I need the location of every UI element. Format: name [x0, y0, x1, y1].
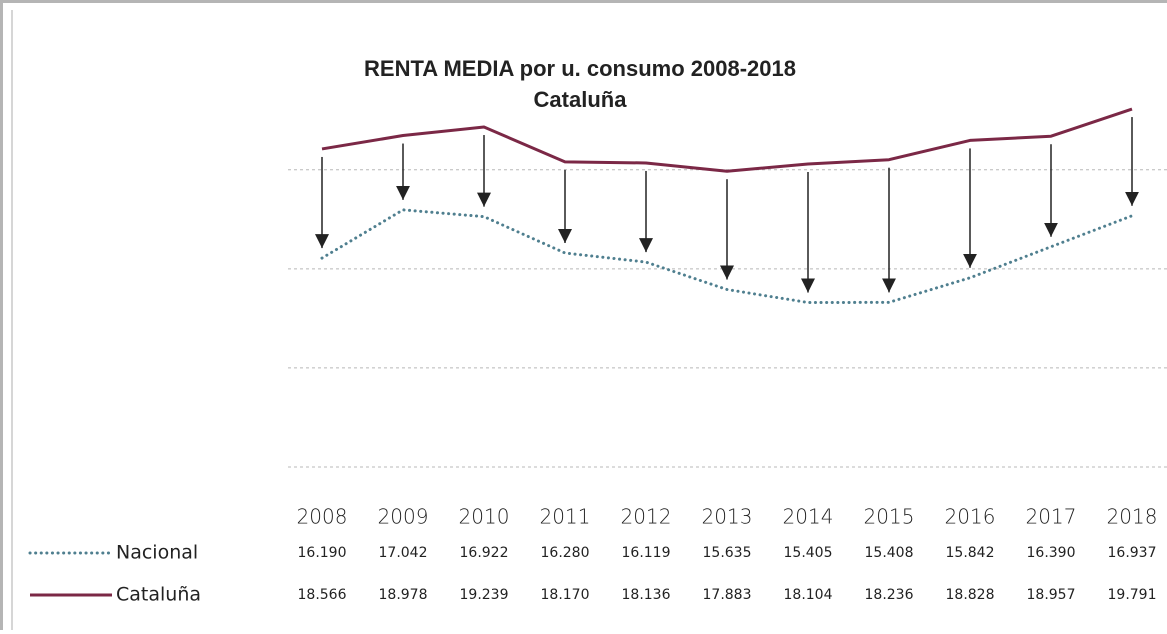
table-value: 15.842	[946, 545, 995, 561]
x-tick-label: 2018	[1107, 505, 1158, 529]
line-2	[322, 109, 1132, 171]
table-value: 18.828	[946, 587, 995, 603]
x-tick-label: 2012	[621, 505, 672, 529]
table-value: 18.566	[298, 587, 347, 603]
x-tick-label: 2008	[297, 505, 348, 529]
table-value: 17.042	[379, 545, 428, 561]
table-value: 16.937	[1108, 545, 1157, 561]
table-value: 18.170	[541, 587, 590, 603]
table-value: 18.136	[622, 587, 671, 603]
table-value: 18.978	[379, 587, 428, 603]
table-value: 19.791	[1108, 587, 1157, 603]
x-tick-label: 2013	[702, 505, 753, 529]
table-value: 16.280	[541, 545, 590, 561]
table-value: 15.405	[784, 545, 833, 561]
chart-subtitle: Cataluña	[534, 87, 628, 112]
x-tick-label: 2011	[540, 505, 591, 529]
table-value: 16.119	[622, 545, 671, 561]
table-value: 15.635	[703, 545, 752, 561]
x-tick-label: 2016	[945, 505, 996, 529]
table-value: 18.236	[865, 587, 914, 603]
table-value: 18.957	[1027, 587, 1076, 603]
x-tick-label: 2010	[459, 505, 510, 529]
x-tick-label: 2015	[864, 505, 915, 529]
table-value: 19.239	[460, 587, 509, 603]
table-value: 15.408	[865, 545, 914, 561]
x-tick-label: 2014	[783, 505, 834, 529]
table-value: 16.922	[460, 545, 509, 561]
x-tick-label: 2009	[378, 505, 429, 529]
table-value: 16.390	[1027, 545, 1076, 561]
table-value: 16.190	[298, 545, 347, 561]
chart-title: RENTA MEDIA por u. consumo 2008-2018	[364, 56, 796, 81]
table-value: 17.883	[703, 587, 752, 603]
legend-label: Cataluña	[116, 584, 201, 606]
legend-label: Nacional	[116, 542, 198, 564]
x-tick-label: 2017	[1026, 505, 1077, 529]
table-value: 18.104	[784, 587, 833, 603]
